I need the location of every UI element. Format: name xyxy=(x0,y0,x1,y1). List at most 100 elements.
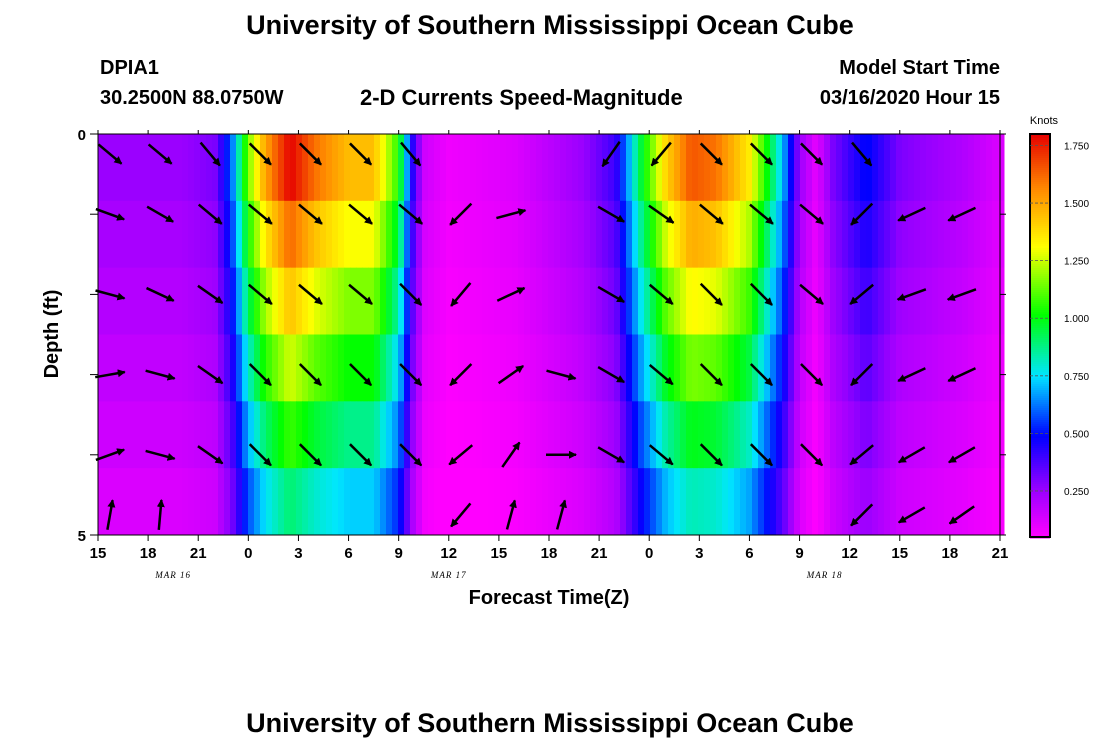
heatmap-cell xyxy=(632,334,639,402)
colorbar-swatch xyxy=(1030,244,1050,247)
colorbar-swatch xyxy=(1030,442,1050,445)
heatmap-cell xyxy=(692,334,699,402)
heatmap-cell xyxy=(704,334,711,402)
heatmap-cell xyxy=(98,134,105,202)
heatmap-cell xyxy=(614,401,621,469)
x-tick-label: 0 xyxy=(244,545,252,562)
current-vector xyxy=(398,203,423,225)
current-vector xyxy=(95,207,126,221)
heatmap-cell xyxy=(824,200,831,269)
heatmap-cell xyxy=(212,134,219,202)
heatmap-cell xyxy=(908,468,915,536)
heatmap-cell xyxy=(686,334,693,402)
heatmap-cell xyxy=(986,401,993,469)
heatmap-cell xyxy=(512,134,519,202)
heatmap-cell xyxy=(458,401,465,469)
heatmap-cell xyxy=(566,200,573,269)
colorbar-swatch xyxy=(1030,276,1050,279)
heatmap-cell xyxy=(908,334,915,402)
heatmap-cell xyxy=(380,200,387,269)
colorbar-swatch xyxy=(1030,292,1050,295)
x-tick-label: 3 xyxy=(294,545,302,562)
current-vector xyxy=(399,363,423,387)
colorbar-swatch xyxy=(1030,212,1050,215)
colorbar-swatch xyxy=(1030,284,1050,287)
heatmap-cell xyxy=(332,200,339,269)
heatmap-cell xyxy=(152,468,159,536)
heatmap-cell xyxy=(698,134,705,202)
heatmap-cell xyxy=(944,134,951,202)
heatmap-cell xyxy=(434,468,441,536)
chart-title: University of Southern Mississippi Ocean… xyxy=(246,10,854,40)
heatmap-cell xyxy=(800,267,807,335)
heatmap-cell xyxy=(404,200,411,269)
colorbar-swatch xyxy=(1030,266,1050,269)
heatmap-cell xyxy=(308,334,315,402)
heatmap-cell xyxy=(128,134,135,202)
heatmap-cell xyxy=(134,468,141,536)
heatmap-cell xyxy=(884,468,891,536)
heatmap-cell xyxy=(392,134,399,202)
colorbar-swatch xyxy=(1030,158,1050,161)
heatmap-cell xyxy=(164,401,171,469)
heatmap-cell xyxy=(104,468,111,536)
current-vector xyxy=(648,444,674,466)
heatmap-cell xyxy=(974,134,981,202)
heatmap-cell xyxy=(122,267,129,335)
heatmap-cell xyxy=(920,200,927,269)
y-tick-label: 0 xyxy=(78,127,86,144)
heatmap-cell xyxy=(278,200,285,269)
colorbar-tick-label: 1.500 xyxy=(1064,199,1089,210)
heatmap-cell xyxy=(794,401,801,469)
heatmap-cell xyxy=(800,401,807,469)
heatmap-cell xyxy=(608,200,615,269)
heatmap-cell xyxy=(236,401,243,469)
heatmap-cell xyxy=(152,401,159,469)
colorbar-swatch xyxy=(1030,164,1050,167)
current-vector xyxy=(349,142,373,166)
colorbar-swatch xyxy=(1030,228,1050,231)
colorbar-swatch xyxy=(1030,520,1050,523)
heatmap-cell xyxy=(194,468,201,536)
current-vector xyxy=(298,443,322,467)
heatmap-cell xyxy=(656,267,663,335)
heatmap-cell xyxy=(644,134,651,202)
heatmap-cell xyxy=(728,468,735,536)
heatmap-cell xyxy=(278,468,285,536)
heatmap-cell xyxy=(176,401,183,469)
colorbar-swatch xyxy=(1030,458,1050,461)
heatmap-cell xyxy=(914,267,921,335)
heatmap-cell xyxy=(110,401,117,469)
heatmap-cell xyxy=(674,134,681,202)
heatmap-cell xyxy=(986,134,993,202)
heatmap-cell xyxy=(314,200,321,269)
x-tick-label: 18 xyxy=(140,545,157,562)
heatmap-cell xyxy=(128,267,135,335)
heatmap-cell xyxy=(866,134,873,202)
heatmap-cell xyxy=(596,200,603,269)
heatmap-cell xyxy=(860,134,867,202)
heatmap-cell xyxy=(404,401,411,469)
current-vector xyxy=(348,203,373,225)
heatmap-cell xyxy=(140,267,147,335)
colorbar-swatch xyxy=(1030,346,1050,349)
heatmap-cell xyxy=(512,401,519,469)
heatmap-cell xyxy=(776,401,783,469)
heatmap-cell xyxy=(662,468,669,536)
heatmap-cell xyxy=(806,401,813,469)
heatmap-cell xyxy=(752,200,759,269)
heatmap-cell xyxy=(410,468,417,536)
colorbar-swatch xyxy=(1030,488,1050,491)
heatmap-cell xyxy=(872,267,879,335)
colorbar-swatch xyxy=(1030,384,1050,387)
heatmap-cell xyxy=(200,401,207,469)
heatmap-cell xyxy=(440,468,447,536)
colorbar-swatch xyxy=(1030,214,1050,217)
heatmap-cell xyxy=(362,401,369,469)
heatmap-cell xyxy=(170,334,177,402)
heatmap-cell xyxy=(614,200,621,269)
heatmap-cell xyxy=(320,401,327,469)
heatmap-cell xyxy=(428,134,435,202)
heatmap-cell xyxy=(416,134,423,202)
heatmap-cell xyxy=(662,267,669,335)
